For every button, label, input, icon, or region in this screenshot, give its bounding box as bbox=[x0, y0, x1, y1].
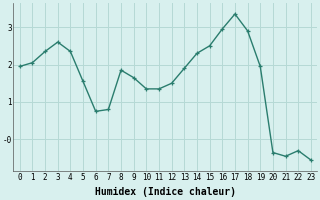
X-axis label: Humidex (Indice chaleur): Humidex (Indice chaleur) bbox=[95, 187, 236, 197]
